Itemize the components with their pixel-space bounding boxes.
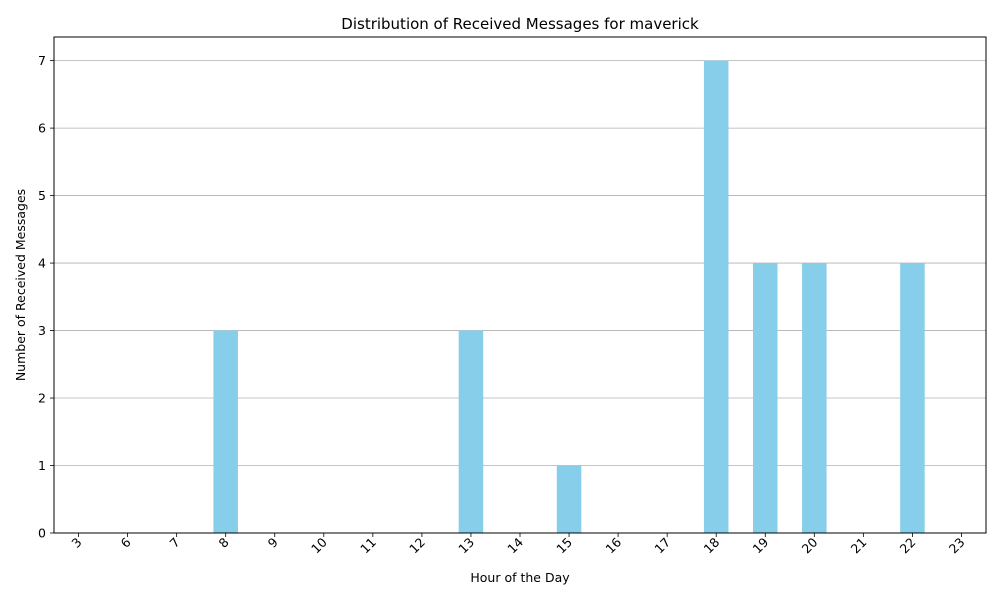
y-tick-label: 1 <box>38 458 46 473</box>
y-axis-ticks: 0 1 2 3 4 5 6 7 <box>38 53 54 541</box>
x-tick-label: 13 <box>455 535 477 557</box>
x-tick-label: 10 <box>308 534 330 556</box>
x-axis-label: Hour of the Day <box>470 570 570 585</box>
bar-8 <box>213 330 238 533</box>
x-tick-label: 9 <box>265 534 281 550</box>
y-gridlines <box>54 60 986 534</box>
plot-frame <box>53 36 987 534</box>
x-tick-label: 3 <box>68 535 84 551</box>
y-tick-label: 4 <box>38 256 46 271</box>
y-tick-label: 5 <box>38 188 46 203</box>
x-tick-label: 21 <box>848 535 870 557</box>
bars <box>213 60 925 533</box>
x-tick-label: 12 <box>406 535 428 557</box>
bar-15 <box>556 465 582 533</box>
x-axis-ticks: 3 6 7 8 9 10 11 12 13 14 15 16 17 18 19 20 21 22 23 <box>68 533 968 557</box>
bar-13 <box>458 330 484 533</box>
x-tick-label: 14 <box>504 534 526 556</box>
bar-22 <box>900 263 925 533</box>
y-tick-label: 3 <box>38 323 46 338</box>
bar-18 <box>703 60 729 533</box>
x-tick-label: 8 <box>216 534 232 550</box>
bar-20 <box>802 263 827 533</box>
x-tick-label: 17 <box>651 535 673 557</box>
x-tick-label: 18 <box>700 534 722 556</box>
y-tick-label: 2 <box>38 391 46 406</box>
x-tick-label: 15 <box>553 535 575 557</box>
y-tick-label: 7 <box>38 53 46 68</box>
x-tick-label: 20 <box>799 534 821 556</box>
y-tick-label: 6 <box>38 121 46 136</box>
x-tick-label: 6 <box>117 534 133 550</box>
chart-title: Distribution of Received Messages for ma… <box>341 15 699 33</box>
x-tick-label: 11 <box>357 535 379 557</box>
x-tick-label: 22 <box>897 535 919 557</box>
x-tick-label: 19 <box>750 534 772 556</box>
x-tick-label: 7 <box>167 535 183 551</box>
bar-19 <box>753 263 778 533</box>
x-tick-label: 23 <box>946 535 968 557</box>
y-tick-label: 0 <box>38 526 46 541</box>
x-tick-label: 16 <box>602 534 624 556</box>
y-axis-label: Number of Received Messages <box>13 189 28 381</box>
